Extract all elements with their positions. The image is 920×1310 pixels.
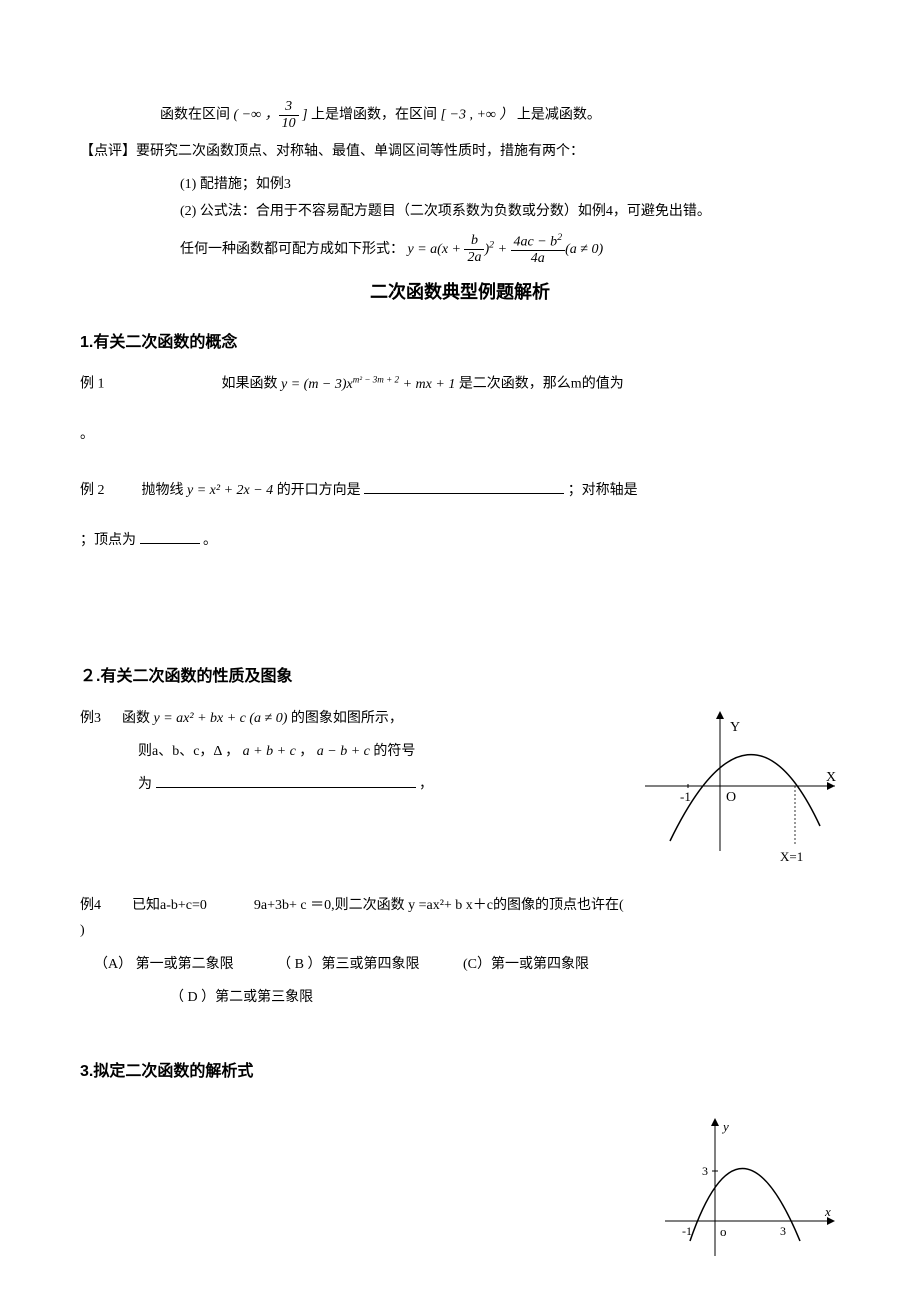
comment-heading: 【点评】要研究二次函数顶点、对称轴、最值、单调区间等性质时，措施有两个：: [80, 139, 840, 164]
ex1-end: 。: [80, 427, 94, 442]
blank-signs: [156, 774, 416, 788]
ex4-close: ): [80, 923, 85, 938]
ex2-label: 例 2: [80, 483, 105, 498]
section-2-title: ２.有关二次函数的性质及图象: [80, 663, 840, 692]
interval1-open: ( −∞ ，: [234, 108, 279, 123]
option-d: （ D ）第二或第三象限: [170, 990, 313, 1005]
x-axis-label: X: [826, 770, 836, 785]
origin-label: O: [726, 790, 736, 805]
neg1-label: -1: [682, 1224, 692, 1238]
section-3-title: 3.拟定二次函数的解析式: [80, 1058, 840, 1087]
comment-label: 【点评】: [80, 144, 136, 159]
ex3-pre: 函数: [122, 711, 154, 726]
ex2-formula: y = x² + 2x − 4: [187, 483, 273, 498]
blank-vertex: [140, 530, 200, 544]
parabola-graph-2-icon: y x o 3 -1 3: [660, 1111, 840, 1261]
ex3-formula: y = ax² + bx + c (a ≠ 0): [154, 711, 288, 726]
text: 上是增函数，在区间: [311, 108, 437, 123]
option-c: (C）第一或第四象限: [463, 957, 589, 972]
text: 上是减函数。: [517, 108, 601, 123]
ex2-line2-pre: ；顶点为: [80, 533, 136, 548]
y-axis-label: y: [721, 1119, 729, 1134]
interval2: [ −3 , +∞ ）: [441, 108, 514, 123]
example-2: 例 2 抛物线 y = x² + 2x − 4 的开口方向是 ；对称轴是 ；顶点…: [80, 478, 840, 554]
figure-1: Y X O -1 X=1: [640, 706, 840, 875]
example-4: 例4 已知a-b+c=0 9a+3b+ c ＝0,则二次函数 y =ax²+ b…: [80, 893, 840, 943]
ex2-line2-end: 。: [203, 533, 217, 548]
list-item-1: (1) 配措施；如例3: [80, 172, 840, 197]
text: 函数在区间: [160, 108, 230, 123]
frac-4acb2-4a: 4ac − b24a: [511, 233, 566, 267]
ex1-formula: y = (m − 3)xm² − 3m + 2 + mx + 1: [281, 377, 455, 392]
neg1-label: -1: [680, 789, 691, 804]
parabola-graph-icon: Y X O -1 X=1: [640, 706, 840, 866]
y-axis-label: Y: [730, 720, 740, 735]
vertex-formula-line: 任何一种函数都可配方成如下形式： y = a(x + b2a)2 + 4ac −…: [80, 233, 840, 267]
blank-direction: [364, 480, 564, 494]
ex2-post: ；对称轴是: [568, 483, 638, 498]
option-b: （ B ）第三或第四象限: [277, 957, 419, 972]
ex4-label: 例4: [80, 898, 101, 913]
ex2-pre: 抛物线: [142, 483, 188, 498]
ex4-options-row1: （A） 第一或第二象限 （ B ）第三或第四象限 (C）第一或第四象限: [80, 952, 840, 977]
list-item-2: (2) 公式法：合用于不容易配方题目（二次项系数为负数或分数）如例4，可避免出错…: [80, 199, 840, 224]
frac-b-2a: b2a: [464, 234, 484, 265]
ex1-label: 例 1: [80, 377, 105, 392]
option-a: （A） 第一或第二象限: [94, 957, 234, 972]
example-3-block: Y X O -1 X=1 例3 函数 y = ax² + bx + c (a ≠…: [80, 706, 840, 875]
ex3-label: 例3: [80, 711, 101, 726]
example-1: 例 1 如果函数 y = (m − 3)xm² − 3m + 2 + mx + …: [80, 371, 840, 447]
spacer: [80, 1018, 840, 1038]
x-3-label: 3: [780, 1224, 786, 1238]
formula-body: y = a(x + b2a)2 + 4ac − b24a(a ≠ 0): [408, 242, 604, 257]
main-title: 二次函数典型例题解析: [80, 276, 840, 308]
comment-text: 要研究二次函数顶点、对称轴、最值、单调区间等性质时，措施有两个：: [136, 144, 584, 159]
ex1-pre: 如果函数: [222, 377, 282, 392]
intro-line1: 函数在区间 ( −∞ ，310 ] 上是增函数，在区间 [ −3 , +∞ ） …: [80, 100, 840, 131]
interval1-close: ]: [299, 108, 308, 123]
section-1-title: 1.有关二次函数的概念: [80, 329, 840, 358]
xeq1-label: X=1: [780, 849, 803, 864]
ex2-mid: 的开口方向是: [277, 483, 361, 498]
figure-2: y x o 3 -1 3: [660, 1111, 840, 1270]
ex4-cond1: 已知a-b+c=0: [132, 898, 207, 913]
frac-3-10: 310: [279, 100, 299, 131]
ex3-post: 的图象如图所示，: [291, 711, 403, 726]
ex1-post: 是二次函数，那么m的值为: [459, 377, 624, 392]
formula-pre: 任何一种函数都可配方成如下形式：: [180, 242, 404, 257]
x-axis-label: x: [824, 1204, 831, 1219]
ex4-cond2: 9a+3b+ c ＝0,则二次函数 y =ax²+ b x＋c的图像的顶点也许在…: [254, 898, 624, 913]
spacer: [80, 583, 840, 643]
origin-label: o: [720, 1224, 727, 1239]
ex4-options-row2: （ D ）第二或第三象限: [80, 985, 840, 1010]
y-3-label: 3: [702, 1164, 708, 1178]
